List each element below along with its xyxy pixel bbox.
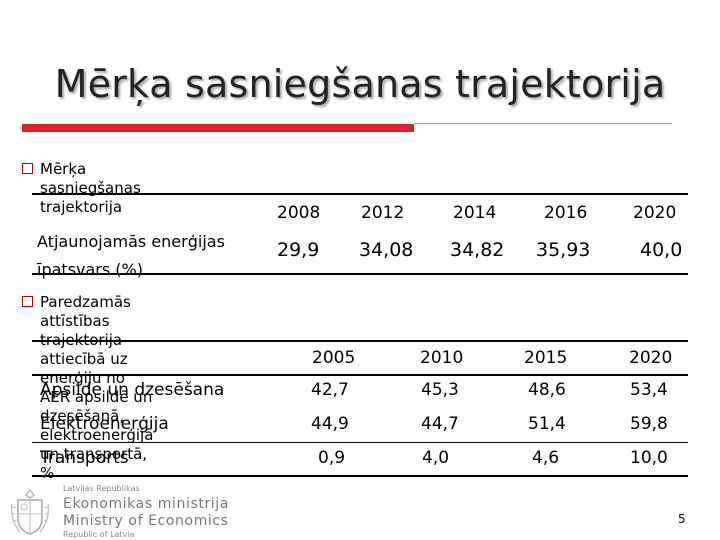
- heading-line: Paredzamās attīstības trajektorija attie…: [40, 293, 153, 406]
- table-cell: 48,6: [528, 380, 566, 400]
- target-trajectory-table: 2008 2012 2014 2016 2020 Atjaunojamās en…: [32, 193, 688, 279]
- ministry-logo: Latvijas Republikas Ekonomikas ministrij…: [8, 484, 268, 540]
- table-top-border: [32, 193, 688, 195]
- page-number: 5: [678, 512, 686, 526]
- bullet-square-icon: [22, 163, 33, 174]
- table-cell: 10,0: [630, 448, 668, 468]
- year-header: 2010: [420, 348, 464, 368]
- table-bottom-border: [32, 273, 688, 275]
- section2-heading-text: Paredzamās attīstības trajektorija attie…: [40, 293, 153, 483]
- section1-heading-text: Mērķa sasniegšanas trajektorija: [40, 160, 141, 216]
- table-cell: 42,7: [311, 380, 349, 400]
- logo-name-en: Ministry of Economics: [63, 513, 229, 529]
- logo-name-lv: Ekonomikas ministrija: [63, 496, 229, 512]
- table-cell: 44,7: [421, 414, 459, 434]
- row-label-line: Atjaunojamās enerģijas: [37, 232, 225, 251]
- title-underline-accent: [22, 124, 414, 132]
- row-label-line: īpatsvars (%): [37, 260, 143, 279]
- table-cell: 0,9: [318, 448, 346, 468]
- year-header: 2008: [277, 203, 321, 223]
- table-cell: 51,4: [528, 414, 566, 434]
- row-label: Atjaunojamās enerģijas īpatsvars (%): [37, 228, 225, 284]
- table-cell: 53,4: [630, 380, 668, 400]
- table-cell: 4,6: [532, 448, 560, 468]
- year-header: 2015: [524, 348, 568, 368]
- table-row-divider: [32, 442, 688, 443]
- coat-of-arms-icon: [11, 489, 49, 535]
- year-header: 2016: [544, 203, 588, 223]
- year-header: 2012: [361, 203, 405, 223]
- row-label: Elektroenerģija: [40, 414, 169, 434]
- table-cell: 59,8: [630, 414, 668, 434]
- logo-top-text: Latvijas Republikas: [63, 484, 140, 493]
- year-header: 2005: [312, 348, 356, 368]
- table-cell: 34,08: [359, 239, 414, 261]
- logo-bottom-text: Republic of Latvia: [63, 530, 135, 539]
- row-label: Transports: [40, 448, 129, 468]
- table-cell: 4,0: [422, 448, 450, 468]
- year-header: 2020: [629, 348, 673, 368]
- table-cell: 34,82: [450, 239, 505, 261]
- table-header-divider: [32, 374, 688, 376]
- sector-trajectory-table: 2005 2010 2015 2020 Apsilde un dzesēšana…: [32, 340, 688, 478]
- slide-title: Mērķa sasniegšanas trajektorija: [54, 62, 666, 106]
- heading-line: dzesēšanā, elektroenerģijā un transportā…: [40, 407, 154, 482]
- bullet-square-icon: [22, 296, 33, 307]
- table-cell: 40,0: [640, 239, 683, 261]
- title-underline-rule: [414, 123, 672, 124]
- table-cell: 35,93: [536, 239, 591, 261]
- table-bottom-border: [32, 475, 688, 477]
- table-cell: 44,9: [311, 414, 349, 434]
- year-header: 2014: [453, 203, 497, 223]
- table-cell: 29,9: [277, 239, 320, 261]
- year-header: 2020: [633, 203, 677, 223]
- table-cell: 45,3: [421, 380, 459, 400]
- table-top-border: [32, 340, 688, 342]
- row-label: Apsilde un dzesēšana: [40, 380, 225, 400]
